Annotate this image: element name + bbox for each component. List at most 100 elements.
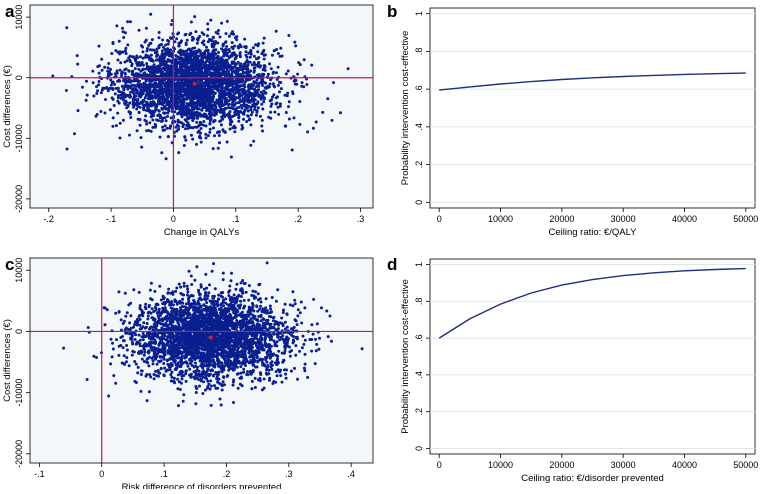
scatter-point xyxy=(217,29,220,32)
scatter-point xyxy=(159,114,162,117)
scatter-point xyxy=(206,368,209,371)
scatter-point xyxy=(136,371,139,374)
scatter-point xyxy=(195,51,198,54)
x-tick-label: .4 xyxy=(347,469,355,479)
scatter-point xyxy=(257,65,260,68)
scatter-point xyxy=(183,282,186,285)
scatter-point xyxy=(143,351,146,354)
scatter-point xyxy=(134,95,137,98)
scatter-point xyxy=(233,45,236,48)
scatter-point xyxy=(298,123,301,126)
scatter-point xyxy=(112,374,115,377)
scatter-point xyxy=(220,101,223,104)
scatter-point xyxy=(125,100,128,103)
scatter-point xyxy=(98,80,101,83)
scatter-point xyxy=(240,281,243,284)
scatter-point xyxy=(310,64,313,67)
scatter-point xyxy=(151,119,154,122)
scatter-point xyxy=(268,377,271,380)
scatter-point xyxy=(235,74,238,77)
scatter-point xyxy=(269,305,272,308)
scatter-point xyxy=(205,60,208,63)
scatter-point xyxy=(219,398,222,401)
scatter-point xyxy=(230,90,233,93)
scatter-point xyxy=(224,60,227,63)
panel-letter-c: c xyxy=(5,255,14,275)
scatter-point xyxy=(156,48,159,51)
scatter-point xyxy=(260,52,263,55)
scatter-point xyxy=(154,79,157,82)
scatter-point xyxy=(213,103,216,106)
scatter-point xyxy=(205,109,208,112)
scatter-point xyxy=(198,293,201,296)
scatter-point xyxy=(140,390,143,393)
scatter-point xyxy=(288,118,291,121)
scatter-point xyxy=(138,29,141,32)
scatter-point xyxy=(142,321,145,324)
scatter-point xyxy=(200,97,203,100)
scatter-point xyxy=(177,151,180,154)
scatter-point xyxy=(255,85,258,88)
scatter-point xyxy=(229,68,232,71)
scatter-point xyxy=(226,20,229,23)
scatter-point xyxy=(295,83,298,86)
scatter-point xyxy=(92,81,95,84)
scatter-point xyxy=(129,20,132,23)
scatter-point xyxy=(213,384,216,387)
scatter-point xyxy=(161,356,164,359)
scatter-point xyxy=(152,310,155,313)
scatter-point xyxy=(277,84,280,87)
scatter-point xyxy=(221,59,224,62)
scatter-point xyxy=(218,120,221,123)
scatter-point xyxy=(217,294,220,297)
scatter-point xyxy=(124,49,127,52)
scatter-point xyxy=(235,110,238,113)
x-tick-label: 0 xyxy=(99,469,104,479)
scatter-point xyxy=(191,36,194,39)
scatter-point xyxy=(240,111,243,114)
scatter-point xyxy=(242,97,245,100)
scatter-point xyxy=(253,69,256,72)
scatter-point xyxy=(119,344,122,347)
scatter-point xyxy=(183,285,186,288)
scatter-point xyxy=(146,90,149,93)
scatter-point xyxy=(149,48,152,51)
scatter-point xyxy=(161,39,164,42)
scatter-point xyxy=(159,64,162,67)
scatter-point xyxy=(219,36,222,39)
scatter-point xyxy=(122,96,125,99)
scatter-point xyxy=(186,72,189,75)
scatter-point xyxy=(153,66,156,69)
scatter-point xyxy=(286,92,289,95)
scatter-point xyxy=(166,336,169,339)
scatter-point xyxy=(287,34,290,37)
scatter-point xyxy=(292,341,295,344)
scatter-point xyxy=(116,112,119,115)
scatter-point xyxy=(231,107,234,110)
scatter-point xyxy=(213,87,216,90)
scatter-point xyxy=(158,44,161,47)
scatter-point xyxy=(147,109,150,112)
scatter-point xyxy=(176,112,179,115)
scatter-point xyxy=(202,33,205,36)
scatter-point xyxy=(188,115,191,118)
scatter-point xyxy=(229,128,232,131)
scatter-point xyxy=(224,54,227,57)
scatter-point xyxy=(262,73,265,76)
scatter-point xyxy=(254,92,257,95)
scatter-point xyxy=(154,123,157,126)
scatter-point xyxy=(164,54,167,57)
scatter-point xyxy=(207,97,210,100)
scatter-point xyxy=(164,124,167,127)
scatter-point xyxy=(140,146,143,149)
scatter-point xyxy=(203,100,206,103)
scatter-point xyxy=(194,402,197,405)
scatter-point xyxy=(207,85,210,88)
scatter-point xyxy=(135,108,138,111)
scatter-point xyxy=(306,130,309,133)
scatter-point xyxy=(203,103,206,106)
scatter-point xyxy=(208,110,211,113)
scatter-point xyxy=(258,73,261,76)
scatter-point xyxy=(301,81,304,84)
scatter-point xyxy=(208,113,211,116)
